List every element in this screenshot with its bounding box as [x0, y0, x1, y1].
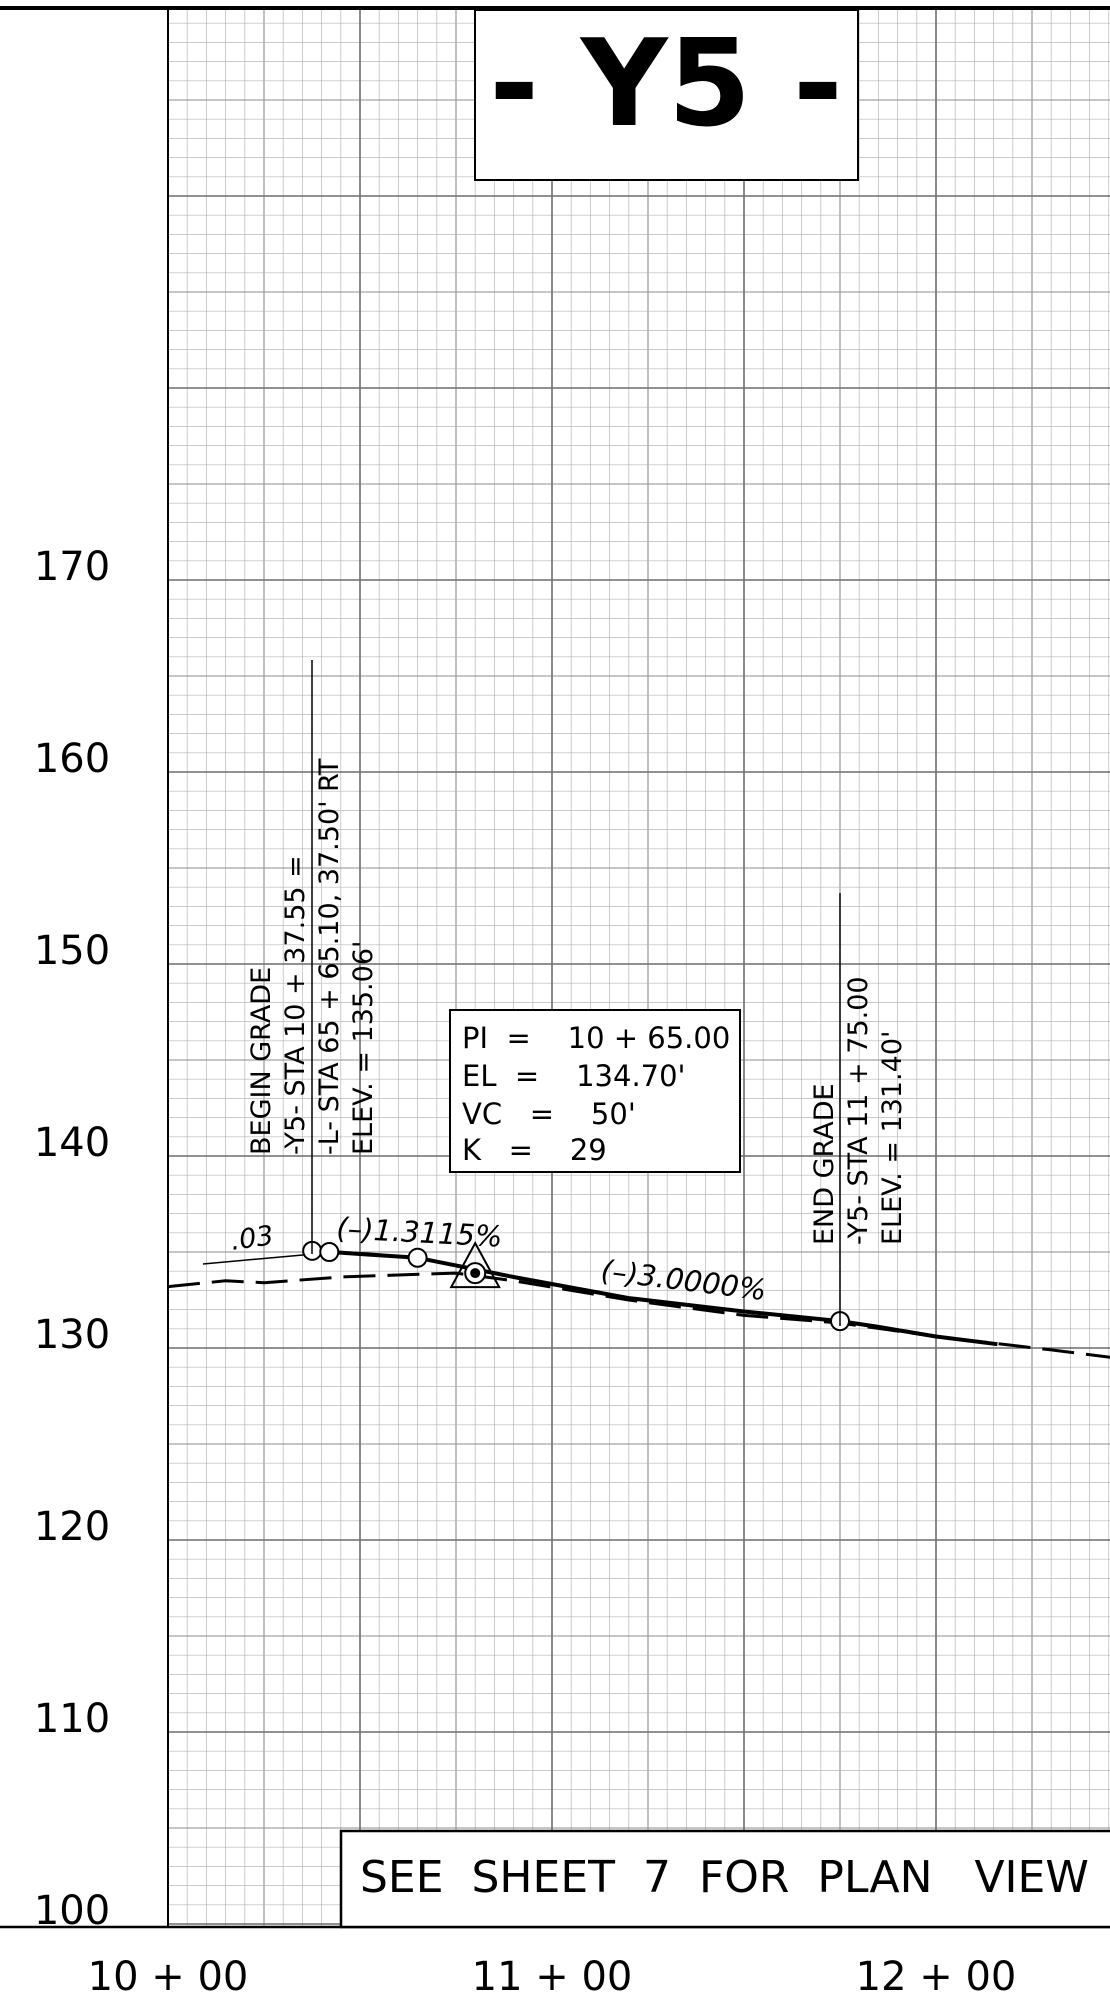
pi-center-dot [470, 1268, 481, 1279]
y-tick-label: 120 [34, 1504, 110, 1550]
y-tick-label: 160 [34, 736, 110, 782]
tie-in-stub [202, 1254, 305, 1265]
end-grade-line: -Y5- STA 11 + 75.00 [843, 976, 874, 1245]
x-axis-labels: 10 + 00 11 + 00 12 + 00 [88, 1954, 1017, 2000]
page-title: - Y5 - [489, 15, 843, 154]
pi-line: PI = 10 + 65.00 [462, 1021, 730, 1055]
fine-grid [168, 10, 1110, 1927]
small-grade-label: .03 [229, 1220, 276, 1257]
y-tick-label: 150 [34, 928, 110, 974]
y-tick-label: 140 [34, 1120, 110, 1166]
station-point-marker [407, 1247, 428, 1268]
end-grade-label: END GRADE -Y5- STA 11 + 75.00 ELEV. = 13… [809, 976, 908, 1245]
begin-grade-line: -L- STA 65 + 65.10, 37.50' RT [314, 758, 345, 1155]
pi-line: EL = 134.70' [462, 1059, 686, 1093]
proposed-grade-line [312, 1248, 998, 1347]
pi-info-box [449, 1009, 741, 1173]
x-tick-label: 10 + 00 [88, 1954, 249, 2000]
plan-view-note: SEE SHEET 7 FOR PLAN VIEW [360, 1852, 1089, 1903]
profile-lines [167, 1240, 1110, 1359]
existing-ground-line [167, 1271, 1110, 1359]
station-point-marker [319, 1242, 340, 1262]
begin-grade-line: ELEV. = 135.06' [348, 941, 379, 1155]
x-tick-label: 11 + 00 [472, 1954, 633, 2000]
pi-line: VC = 50' [462, 1097, 636, 1131]
note-box [339, 1829, 1110, 1929]
y-tick-label: 170 [34, 544, 110, 590]
y-axis-labels: 170 160 150 140 130 120 110 100 [34, 544, 110, 1934]
x-tick-label: 12 + 00 [856, 1954, 1017, 2000]
y-tick-label: 100 [34, 1888, 110, 1934]
begin-grade-line: -Y5- STA 10 + 37.55 = [280, 855, 311, 1155]
pi-line: K = 29 [462, 1133, 607, 1167]
begin-grade-line: BEGIN GRADE [246, 967, 277, 1155]
end-grade-line: ELEV. = 131.40' [877, 1031, 908, 1245]
pi-triangle-marker [449, 1241, 501, 1289]
y-tick-label: 130 [34, 1312, 110, 1358]
begin-grade-label: BEGIN GRADE -Y5- STA 10 + 37.55 = -L- ST… [246, 758, 379, 1155]
title-box [474, 9, 859, 181]
end-grade-line: END GRADE [809, 1083, 840, 1245]
y-tick-label: 110 [34, 1696, 110, 1742]
